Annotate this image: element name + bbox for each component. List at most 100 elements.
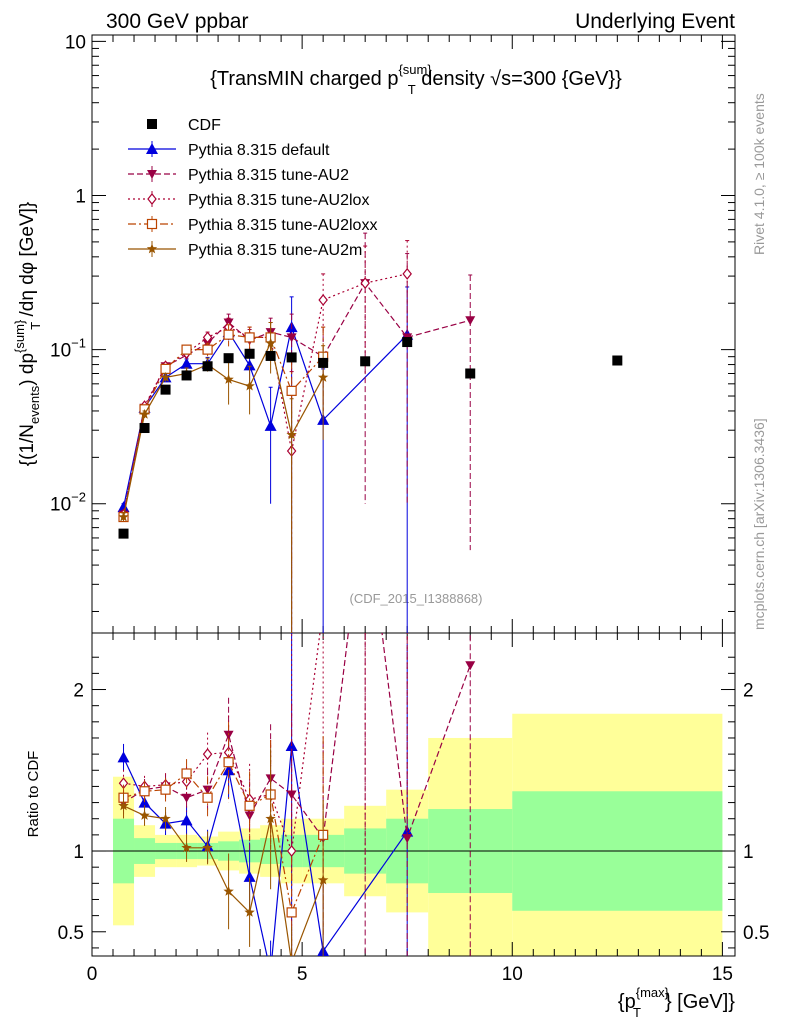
ratio-point	[286, 957, 297, 967]
ratio-point	[265, 966, 277, 977]
cdf-data-point	[265, 350, 276, 361]
ratio-point	[243, 870, 256, 882]
series-line	[122, 273, 408, 515]
xlabel-part-a: {p	[618, 991, 636, 1013]
ratio-point	[118, 800, 129, 811]
ratio-point	[117, 751, 130, 763]
x-tick-label: 0	[87, 964, 98, 985]
cdf-data-point	[181, 370, 192, 381]
ratio-point	[244, 906, 255, 917]
cdf-data-point	[360, 356, 371, 367]
cdf-data-point	[612, 355, 623, 366]
cdf-data-point	[402, 337, 413, 348]
data-point	[181, 344, 192, 355]
ratio-point	[465, 661, 476, 671]
data-point	[265, 337, 276, 348]
legend-entry: Pythia 8.315 tune-AU2loxx	[128, 216, 377, 234]
header-left: 300 GeV ppbar	[106, 10, 248, 33]
ratio-y-tick-label: 1	[73, 842, 84, 863]
x-tick-label: 10	[502, 964, 523, 985]
cdf-data-point	[465, 368, 476, 379]
ratio-point	[160, 813, 171, 824]
ratio-point	[286, 907, 297, 918]
xlabel-part-b: } [GeV]}	[665, 991, 735, 1013]
legend-marker	[147, 170, 157, 179]
legend-entry: Pythia 8.315 tune-AU2	[128, 166, 349, 184]
data-point	[317, 371, 329, 382]
ratio-point	[286, 845, 297, 857]
ratio-y-tick-label: 2	[73, 681, 84, 702]
ratio-point	[181, 842, 192, 853]
data-point	[180, 357, 193, 369]
plot-title-sub: T	[408, 82, 416, 97]
y-tick-label: 10−1	[50, 336, 86, 362]
data-point	[160, 371, 171, 382]
series-line	[122, 334, 324, 518]
ratio-y-tick-label-right: 1	[743, 842, 754, 863]
ratio-point	[223, 757, 234, 768]
ratio-point	[317, 874, 329, 885]
ratio-point	[223, 885, 234, 896]
mcplots-label: mcplots.cern.ch [arXiv:1306.3436]	[751, 418, 767, 630]
y-tick-base: 10	[50, 341, 71, 362]
cdf-data-point	[223, 353, 234, 364]
data-point	[117, 501, 130, 513]
ratio-point	[244, 800, 255, 811]
series-ratio-5	[118, 748, 329, 967]
ratio-y-tick-label-right: 0.5	[743, 923, 769, 944]
data-point	[202, 344, 213, 355]
y-axis-label-ratio: Ratio to CDF	[25, 751, 42, 838]
ratio-y-tick-label: 0.5	[58, 923, 84, 944]
xlabel-sup: {max}	[636, 985, 670, 1000]
ratio-point	[202, 792, 213, 803]
ylabel-part-b: ) dp	[17, 353, 38, 386]
y-tick-base: 10	[50, 495, 71, 516]
data-point	[244, 380, 255, 391]
legend-label: Pythia 8.315 tune-AU2lox	[188, 192, 369, 209]
legend-entry: Pythia 8.315 tune-AU2lox	[128, 191, 369, 209]
xlabel-sub: T	[633, 1005, 641, 1020]
cdf-data-point	[202, 361, 213, 372]
y-tick-label: 1	[75, 187, 86, 208]
ylabel-part-a: {(1/N	[17, 424, 38, 466]
legend-marker	[147, 119, 157, 129]
series-main-5	[118, 321, 329, 633]
data-point	[244, 332, 255, 343]
data-point	[465, 316, 476, 326]
ratio-point	[139, 810, 150, 820]
ratio-point	[223, 730, 234, 740]
y-tick-label: 10−2	[50, 490, 86, 516]
series-main-cdf	[118, 337, 623, 539]
data-point	[243, 359, 256, 371]
header-right: Underlying Event	[575, 10, 735, 33]
cdf-data-point	[160, 384, 171, 395]
plot-title-pre: {TransMIN charged p	[210, 68, 398, 90]
main-plot-series	[117, 232, 623, 633]
ratio-point	[181, 793, 192, 803]
ratio-point	[202, 748, 213, 761]
data-point	[360, 277, 370, 290]
ratio-point	[138, 796, 151, 808]
y-tick-exponent: −2	[71, 490, 86, 505]
ratio-point	[181, 768, 192, 779]
ratio-line	[123, 805, 324, 956]
ratio-y-tick-label-right: 2	[743, 681, 754, 702]
series-line	[122, 341, 324, 518]
plot-title-post: density √s=300 {GeV}}	[416, 68, 622, 90]
series-main-3	[118, 240, 412, 633]
cdf-data-point	[244, 348, 255, 359]
x-tick-label: 15	[712, 964, 733, 985]
data-point	[402, 267, 412, 280]
data-point	[286, 333, 297, 343]
legend-marker	[147, 193, 157, 205]
data-point	[139, 408, 150, 419]
plot-title: {TransMIN charged p{sum} T density √s=300…	[210, 62, 622, 97]
x-tick-label: 5	[297, 964, 308, 985]
ylabel-part-b-sub: T	[28, 322, 43, 330]
rivet-label: Rivet 4.1.0, ≥ 100k events	[751, 93, 767, 255]
series-main-2	[118, 232, 476, 551]
legend-label: Pythia 8.315 default	[188, 142, 330, 159]
legend-entry: Pythia 8.315 tune-AU2m	[128, 241, 362, 259]
